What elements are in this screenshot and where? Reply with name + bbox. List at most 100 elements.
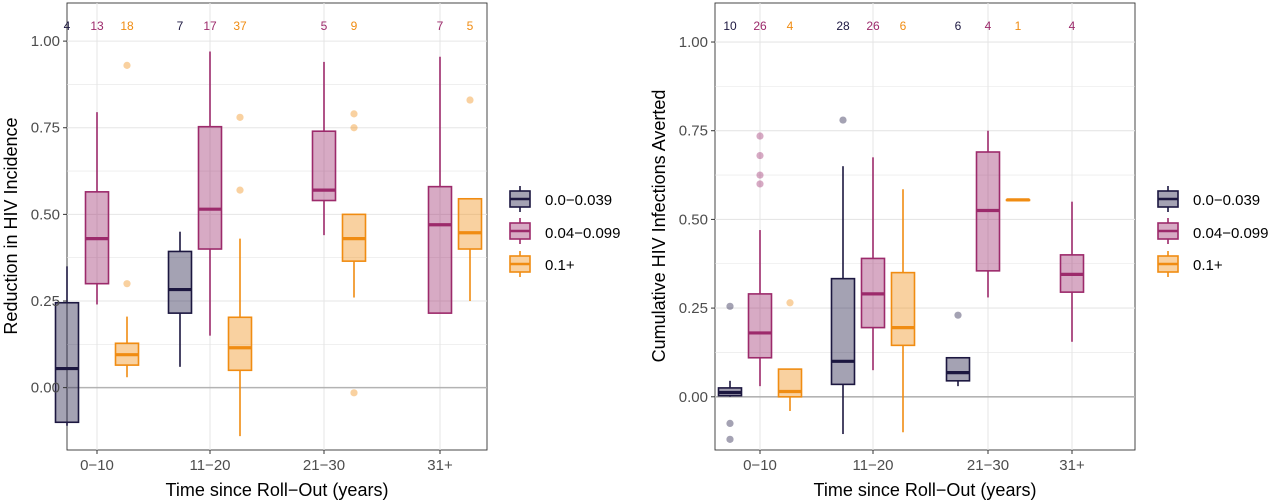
count-label: 4 xyxy=(64,19,71,33)
box xyxy=(830,277,856,386)
right-legend-label-1: 0.04−0.099 xyxy=(1193,225,1269,242)
right-legend: 0.0−0.039 0.04−0.099 0.1+ xyxy=(1157,186,1269,277)
count-label: 4 xyxy=(985,19,992,33)
left-legend-label-1: 0.04−0.099 xyxy=(545,225,621,242)
right-legend-key-0 xyxy=(1157,186,1179,212)
right-grid xyxy=(715,3,1135,450)
count-label: 9 xyxy=(351,19,358,33)
outlier-point xyxy=(756,151,764,160)
y-tick-label: 0.75 xyxy=(679,123,708,140)
left-y-ticks: 0.00 0.25 0.50 0.75 1.00 xyxy=(31,33,67,397)
count-label: 5 xyxy=(467,19,474,33)
box xyxy=(747,293,773,359)
boxplot-0.0-0.039-0: 4 xyxy=(54,19,80,426)
y-tick-label: 1.00 xyxy=(31,33,60,50)
count-label: 4 xyxy=(1069,19,1076,33)
right-legend-key-1 xyxy=(1157,218,1179,244)
count-label: 7 xyxy=(437,19,444,33)
count-label: 10 xyxy=(723,19,737,33)
y-tick-label: 0.00 xyxy=(31,380,60,397)
right-legend-item-1: 0.04−0.099 xyxy=(1157,218,1269,244)
boxplot-0.0-0.039-2: 6 xyxy=(945,19,971,387)
outlier-point xyxy=(350,389,358,397)
left-legend-label-0: 0.0−0.039 xyxy=(545,192,612,209)
boxplot-0.04-0.099-0: 13 xyxy=(84,19,110,305)
boxplot-0.04-0.099-2: 5 xyxy=(311,19,337,236)
outlier-point xyxy=(786,299,794,307)
left-chart: 4 7 13 17 5 7 18 37 9 5 0.00 0.25 0.50 0.75 1.00 0−10… xyxy=(1,2,621,500)
box xyxy=(457,197,483,250)
right-x-axis-title: Time since Roll−Out (years) xyxy=(814,480,1037,500)
boxplot-0.1+-0: 18 xyxy=(114,19,140,378)
count-label: 6 xyxy=(955,19,962,33)
y-tick-label: 0.50 xyxy=(31,206,60,223)
right-legend-item-2: 0.1+ xyxy=(1157,251,1223,277)
y-tick-label: 1.00 xyxy=(679,34,708,51)
y-tick-label: 0.25 xyxy=(31,293,60,310)
x-tick-label: 21−30 xyxy=(303,457,345,474)
left-marks: 4 7 13 17 5 7 18 37 9 5 xyxy=(54,19,483,437)
outlier-point xyxy=(954,311,962,319)
box xyxy=(227,316,253,372)
box xyxy=(945,356,971,382)
count-label: 26 xyxy=(866,19,880,33)
left-legend-key-1 xyxy=(509,218,531,244)
outlier-point xyxy=(756,171,764,179)
count-label: 5 xyxy=(321,19,328,33)
right-x-ticks: 0−10 11−20 21−30 31+ xyxy=(743,450,1085,474)
boxplot-0.1+-2: 9 xyxy=(341,19,367,397)
box xyxy=(167,250,193,314)
left-legend-key-2 xyxy=(509,251,531,277)
outlier-point xyxy=(839,116,847,124)
left-panel-border xyxy=(66,2,488,451)
count-label: 37 xyxy=(233,19,247,33)
x-tick-label: 31+ xyxy=(1059,457,1085,474)
right-marks: 10 28 6 26 26 4 4 4 6 1 xyxy=(717,19,1085,443)
boxplot-0.0-0.039-0: 10 xyxy=(717,19,743,443)
left-x-ticks: 0−10 11−20 21−30 31+ xyxy=(80,450,453,474)
right-panel-border xyxy=(714,2,1136,451)
left-y-axis-title: Reduction in HIV Incidence xyxy=(1,117,21,334)
boxplot-0.1+-1: 6 xyxy=(890,19,916,433)
count-label: 6 xyxy=(900,19,907,33)
y-tick-label: 0.75 xyxy=(31,120,60,137)
y-tick-label: 0.25 xyxy=(679,300,708,317)
boxplot-0.04-0.099-3: 4 xyxy=(1059,19,1085,342)
y-tick-label: 0.00 xyxy=(679,389,708,406)
outlier-point xyxy=(123,280,131,288)
boxplot-0.1+-2: 1 xyxy=(1005,19,1031,202)
box xyxy=(890,271,916,347)
box xyxy=(311,130,337,202)
outlier-point xyxy=(726,419,734,427)
left-legend-label-2: 0.1+ xyxy=(545,257,575,274)
boxplot-0.1+-0: 4 xyxy=(777,19,803,411)
count-label: 7 xyxy=(177,19,184,33)
x-tick-label: 21−30 xyxy=(967,457,1009,474)
outlier-point xyxy=(350,124,358,132)
left-legend-key-0 xyxy=(509,186,531,212)
left-legend: 0.0−0.039 0.04−0.099 0.1+ xyxy=(509,186,621,277)
count-label: 18 xyxy=(120,19,134,33)
x-tick-label: 0−10 xyxy=(743,457,777,474)
right-legend-item-0: 0.0−0.039 xyxy=(1157,186,1260,212)
left-legend-item-2: 0.1+ xyxy=(509,251,575,277)
right-y-ticks: 0.00 0.25 0.50 0.75 1.00 xyxy=(679,34,715,406)
right-legend-label-0: 0.0−0.039 xyxy=(1193,192,1260,209)
count-label: 13 xyxy=(90,19,104,33)
box xyxy=(54,301,80,424)
boxplot-0.04-0.099-2: 4 xyxy=(975,19,1001,298)
right-y-axis-title: Cumulative HIV Infections Averted xyxy=(649,90,669,363)
right-chart: 10 28 6 26 26 4 4 4 6 1 0.00 0.25 0.50 0.75 1.00 0−10… xyxy=(649,2,1269,500)
outlier-point xyxy=(236,186,244,194)
boxplot-0.04-0.099-1: 17 xyxy=(197,19,223,336)
boxplot-0.04-0.099-1: 26 xyxy=(860,19,886,371)
box xyxy=(197,125,223,250)
boxplot-0.0-0.039-1: 28 xyxy=(830,19,856,435)
boxplot-0.04-0.099-3: 7 xyxy=(427,19,453,314)
outlier-point xyxy=(726,302,734,310)
outlier-point xyxy=(123,61,131,69)
boxplot-0.1+-3: 5 xyxy=(457,19,483,301)
left-legend-item-1: 0.04−0.099 xyxy=(509,218,621,244)
x-tick-label: 11−20 xyxy=(852,457,893,474)
